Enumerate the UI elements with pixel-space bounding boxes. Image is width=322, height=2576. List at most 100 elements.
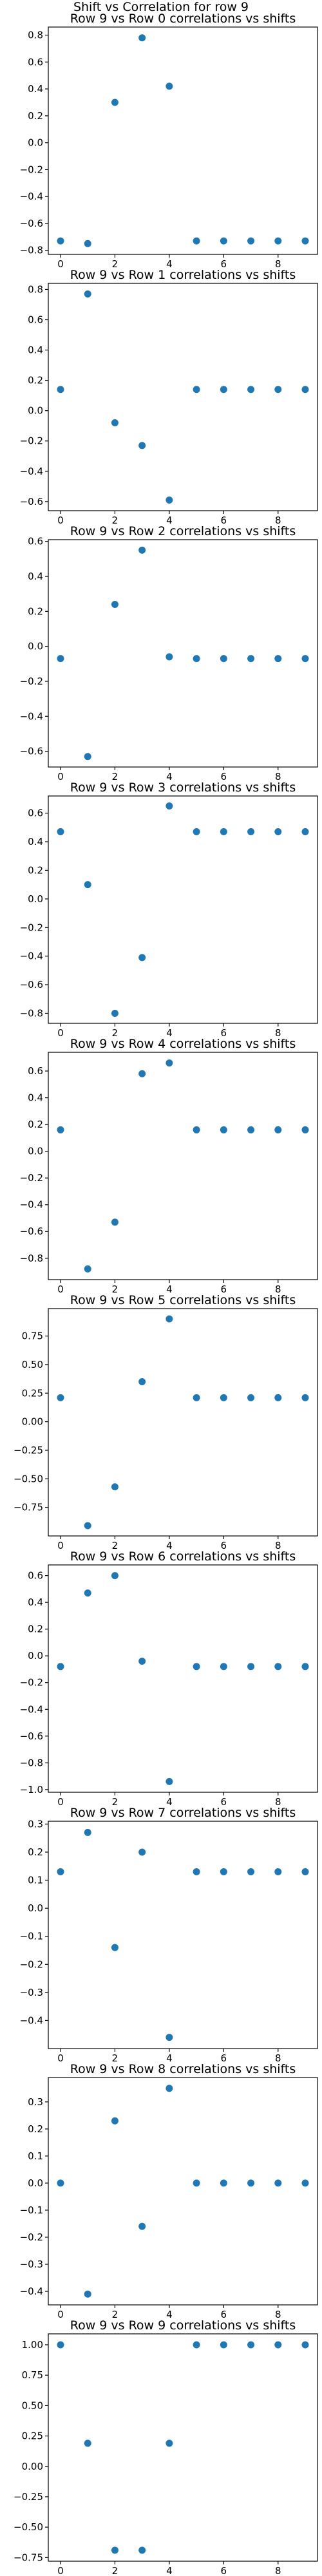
y-tick-label: −0.8 <box>20 245 43 256</box>
x-tick-label: 0 <box>57 515 64 526</box>
x-tick-label: 4 <box>166 2052 173 2064</box>
data-point <box>111 600 118 608</box>
y-tick-label: −0.6 <box>20 218 43 229</box>
y-tick-label: −1.0 <box>20 1784 43 1795</box>
x-tick-label: 8 <box>275 1283 281 1295</box>
data-point <box>111 1944 118 1951</box>
data-point <box>220 655 227 663</box>
y-tick-label: −0.8 <box>20 1253 43 1264</box>
subplot-row-0: Row 9 vs Row 0 correlations vs shifts 0 2 4… <box>20 12 318 270</box>
y-tick-label: 0.00 <box>22 2461 43 2472</box>
data-point <box>166 1777 173 1785</box>
data-point <box>166 653 173 661</box>
y-tick-label: −0.2 <box>20 922 43 933</box>
data-point <box>166 1315 173 1323</box>
y-tick-label: −0.4 <box>20 1199 43 1211</box>
data-point <box>57 2179 64 2187</box>
subplot-title: Row 9 vs Row 3 correlations vs shifts <box>70 781 296 795</box>
data-point <box>57 1394 64 1401</box>
y-tick-label: 0.2 <box>28 2123 43 2135</box>
subplot-row-7: Row 9 vs Row 7 correlations vs shifts 0 2 4… <box>20 1806 318 2064</box>
data-point <box>138 546 146 554</box>
y-tick-label: 0.1 <box>28 1875 43 1886</box>
y-tick-label: −0.2 <box>20 1172 43 1184</box>
data-point <box>220 1126 227 1133</box>
data-point <box>247 828 255 836</box>
y-tick-label: 0.6 <box>28 1570 43 1582</box>
y-tick-label: 0.2 <box>28 605 43 617</box>
subplot-row-9: Row 9 vs Row 9 correlations vs shifts 0 2 4… <box>14 2318 318 2576</box>
data-point <box>220 386 227 393</box>
x-tick-label: 8 <box>275 2052 281 2064</box>
x-tick-label: 8 <box>275 1796 281 1808</box>
data-point <box>193 828 200 836</box>
data-point <box>274 1663 282 1671</box>
data-point <box>193 1868 200 1875</box>
axes-frame <box>48 2333 318 2562</box>
y-tick-label: 0.0 <box>28 1146 43 1157</box>
y-tick-label: 0.25 <box>22 2430 43 2442</box>
y-tick-label: 0.8 <box>28 283 43 295</box>
data-point <box>84 1589 91 1597</box>
data-point <box>84 240 91 247</box>
y-tick-label: −0.8 <box>20 1757 43 1768</box>
data-point <box>220 2341 227 2349</box>
subplot-title: Row 9 vs Row 0 correlations vs shifts <box>70 12 296 26</box>
data-point <box>301 1868 309 1875</box>
data-point <box>301 1394 309 1401</box>
y-tick-label: 0.0 <box>28 137 43 149</box>
axes-frame <box>48 2077 318 2306</box>
x-tick-label: 8 <box>275 771 281 782</box>
x-tick-label: 0 <box>57 771 64 782</box>
x-tick-label: 4 <box>166 1027 173 1039</box>
y-tick-label: −0.50 <box>14 1473 43 1484</box>
data-point <box>247 2179 255 2187</box>
x-tick-label: 6 <box>221 1283 227 1295</box>
data-point <box>193 1394 200 1401</box>
data-point <box>84 2439 91 2447</box>
x-tick-label: 2 <box>112 771 118 782</box>
data-point <box>84 290 91 298</box>
x-tick-label: 8 <box>275 1027 281 1039</box>
x-tick-label: 0 <box>57 2052 64 2064</box>
x-tick-label: 0 <box>57 1796 64 1808</box>
x-tick-label: 4 <box>166 258 173 270</box>
x-tick-label: 0 <box>57 1027 64 1039</box>
x-tick-label: 0 <box>57 2309 64 2320</box>
data-point <box>193 1126 200 1133</box>
data-point <box>193 386 200 393</box>
x-tick-label: 2 <box>112 2309 118 2320</box>
subplot-row-6: Row 9 vs Row 6 correlations vs shifts 0 2 4… <box>20 1549 318 1808</box>
data-point <box>247 1394 255 1401</box>
data-point <box>111 2546 118 2554</box>
y-tick-label: 0.2 <box>28 864 43 876</box>
y-tick-label: −0.6 <box>20 979 43 990</box>
y-tick-label: −0.6 <box>20 1730 43 1742</box>
x-tick-label: 2 <box>112 1027 118 1039</box>
data-point <box>301 2341 309 2349</box>
subplot-title: Row 9 vs Row 7 correlations vs shifts <box>70 1806 296 1820</box>
y-tick-label: 0.2 <box>28 110 43 122</box>
y-tick-label: 0.75 <box>22 2369 43 2381</box>
data-point <box>57 828 64 836</box>
x-tick-label: 2 <box>112 1283 118 1295</box>
x-tick-label: 2 <box>112 1796 118 1808</box>
subplot-title: Row 9 vs Row 2 correlations vs shifts <box>70 524 296 538</box>
y-tick-label: −0.6 <box>20 1226 43 1237</box>
data-point <box>138 442 146 450</box>
data-point <box>57 2341 64 2349</box>
data-point <box>166 2085 173 2092</box>
y-tick-label: −0.1 <box>20 2204 43 2216</box>
x-tick-label: 4 <box>166 2565 173 2576</box>
y-tick-label: 0.3 <box>28 1818 43 1830</box>
y-tick-label: 0.25 <box>22 1387 43 1399</box>
data-point <box>111 1572 118 1580</box>
data-point <box>220 2179 227 2187</box>
y-tick-label: 0.1 <box>28 2150 43 2162</box>
x-tick-label: 2 <box>112 258 118 270</box>
x-tick-label: 8 <box>275 515 281 526</box>
data-point <box>138 2546 146 2554</box>
subplot-title: Row 9 vs Row 9 correlations vs shifts <box>70 2318 296 2333</box>
y-tick-label: −0.2 <box>20 2231 43 2243</box>
